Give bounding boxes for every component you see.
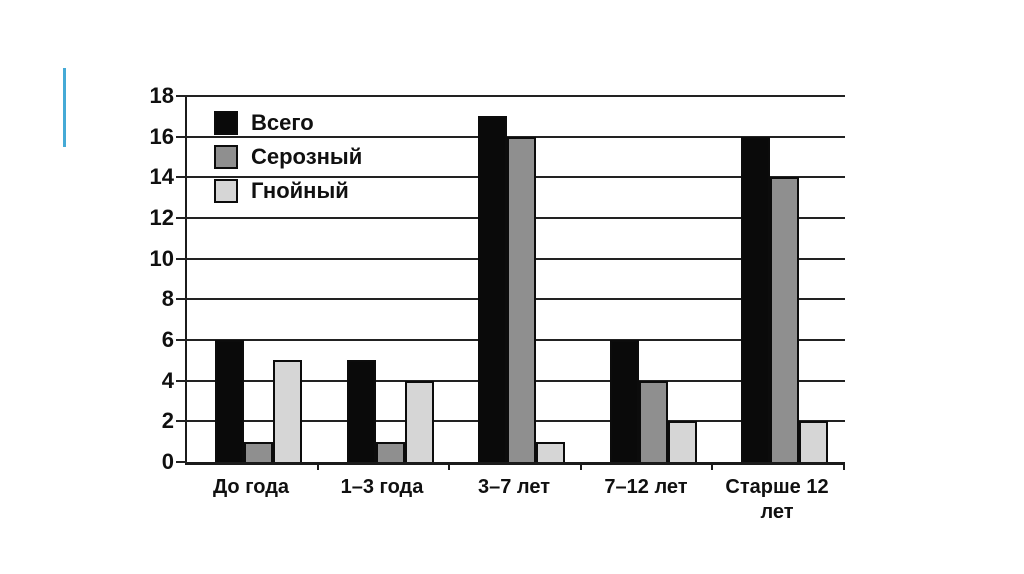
legend-label: Всего (251, 110, 314, 135)
y-axis-tick-label: 6 (161, 327, 174, 352)
x-axis-category-label: Старше 12 лет (725, 476, 829, 523)
y-axis-tick-label: 4 (161, 368, 174, 393)
legend-label: Серозный (251, 144, 363, 169)
y-axis-tick (176, 461, 187, 463)
bar-всего-3 (610, 340, 639, 462)
y-axis-tick (176, 176, 187, 178)
bar-серозный-2 (507, 137, 536, 462)
y-axis-tick-label: 0 (161, 449, 174, 474)
gridline (187, 95, 845, 97)
bar-гнойный-2 (536, 442, 565, 462)
y-axis-tick-label: 10 (149, 246, 174, 271)
x-axis-category-label: До года (212, 476, 290, 498)
y-axis-tick-label: 14 (149, 164, 174, 189)
y-axis-tick-label: 2 (161, 408, 174, 433)
y-axis-tick (176, 136, 187, 138)
x-axis-tick (843, 462, 845, 470)
x-axis-tick (711, 462, 713, 470)
y-axis-tick (176, 339, 187, 341)
x-axis-category-label: 3–7 лет (477, 476, 551, 498)
y-axis-tick-label: 16 (149, 124, 174, 149)
bar-всего-2 (478, 116, 507, 462)
x-axis-category-label: 7–12 лет (604, 476, 688, 498)
y-axis-tick-label: 12 (149, 205, 174, 230)
legend-swatch (214, 145, 238, 169)
bar-гнойный-3 (668, 421, 697, 462)
y-axis-tick (176, 420, 187, 422)
plot-area: Всего Серозный Гнойный (176, 95, 845, 470)
bar-серозный-4 (770, 177, 799, 462)
y-axis-labels: 0 2 4 6 8 10 12 14 16 18 (112, 84, 174, 474)
bar-всего-0 (215, 340, 244, 462)
x-axis-tick (580, 462, 582, 470)
legend-item: Гнойный (214, 178, 362, 203)
bar-всего-1 (347, 360, 376, 462)
bar-всего-4 (741, 137, 770, 462)
legend: Всего Серозный Гнойный (214, 110, 363, 213)
slide-accent-line (63, 68, 66, 147)
x-axis-tick (317, 462, 319, 470)
legend-swatch (214, 179, 238, 203)
y-axis-tick (176, 95, 187, 97)
bar-серозный-0 (244, 442, 273, 462)
bar-гнойный-0 (273, 360, 302, 462)
x-axis-tick (448, 462, 450, 470)
bar-гнойный-4 (799, 421, 828, 462)
legend-label: Гнойный (251, 178, 349, 203)
y-axis-tick (176, 258, 187, 260)
x-axis-category-label: 1–3 года (340, 476, 424, 498)
y-axis-tick (176, 380, 187, 382)
bar-серозный-1 (376, 442, 405, 462)
y-axis-tick-label: 8 (161, 286, 174, 311)
legend-item: Всего (214, 110, 362, 135)
legend-swatch (214, 111, 238, 135)
y-axis-tick (176, 217, 187, 219)
bar-серозный-3 (639, 381, 668, 462)
y-axis-tick-label: 18 (149, 83, 174, 108)
legend-item: Серозный (214, 144, 363, 169)
x-axis-labels: До года 1–3 года 3–7 лет 7–12 лет Старше 12 … (185, 475, 843, 535)
y-axis-tick (176, 298, 187, 300)
bar-гнойный-1 (405, 381, 434, 462)
